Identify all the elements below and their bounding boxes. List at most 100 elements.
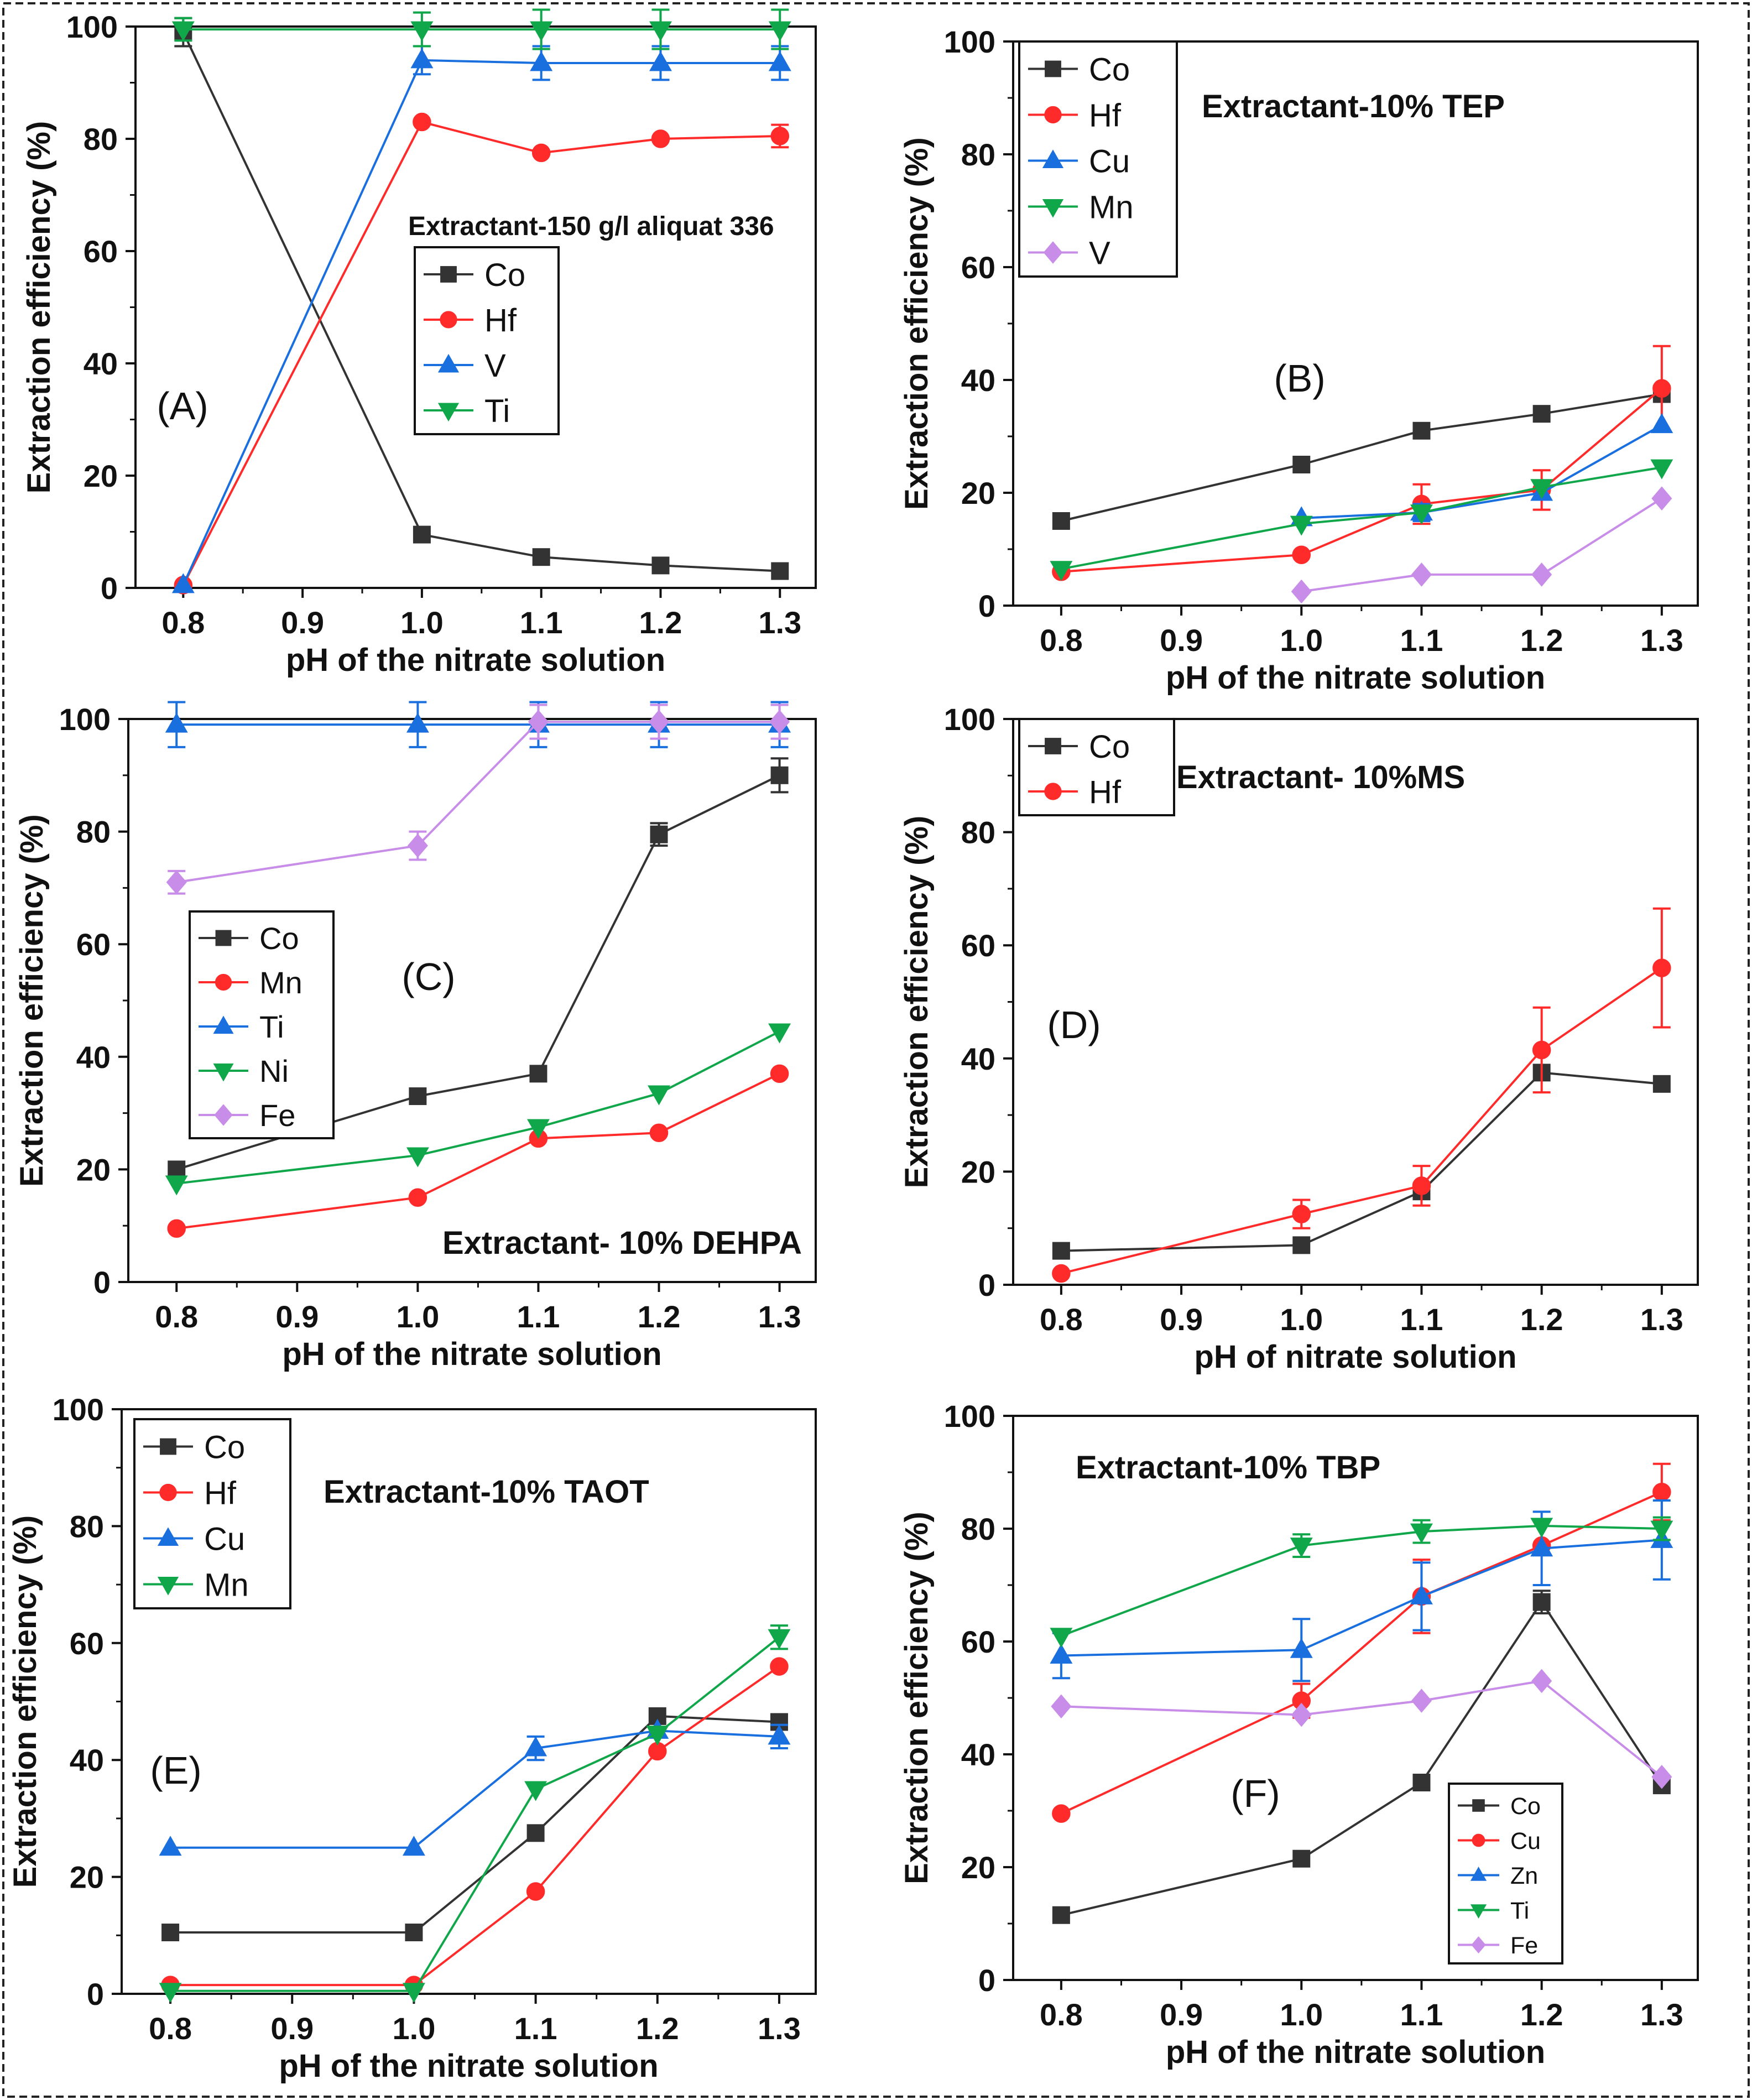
x-tick-label: 1.3: [758, 1299, 801, 1334]
x-axis-title: pH of the nitrate solution: [1166, 660, 1545, 696]
series-line: [1301, 424, 1662, 519]
x-tick-label: 0.8: [1040, 1997, 1083, 2032]
x-tick-label: 0.9: [270, 2011, 314, 2046]
data-point: [768, 51, 791, 71]
series-line: [170, 1715, 780, 1934]
legend-entry: Cu: [1510, 1828, 1541, 1854]
series-line: [170, 1729, 780, 1849]
x-tick-label: 1.1: [514, 2011, 557, 2046]
x-tick-label: 0.9: [275, 1299, 319, 1334]
legend-entry: Mn: [1089, 189, 1134, 225]
data-point: [649, 1123, 669, 1142]
data-point: [648, 1085, 670, 1106]
legend-swatch-marker: [437, 353, 460, 373]
data-point: [413, 112, 431, 132]
legend-entry: Hf: [204, 1475, 237, 1511]
y-tick-label: 60: [961, 250, 995, 285]
data-point: [1290, 1638, 1313, 1658]
data-point: [1532, 405, 1551, 423]
series-line: [1061, 387, 1663, 573]
legend-entry: Ti: [259, 1009, 284, 1044]
legend-entry: Co: [484, 257, 525, 293]
data-point: [1530, 1536, 1553, 1557]
x-tick-label: 0.9: [1160, 623, 1203, 658]
x-axis-title: pH of the nitrate solution: [1166, 2034, 1545, 2070]
x-tick-label: 1.2: [1520, 623, 1563, 658]
data-point: [165, 712, 188, 733]
data-point: [406, 712, 429, 733]
y-tick-label: 60: [961, 1624, 995, 1659]
panel-label: (D): [1047, 1003, 1101, 1046]
y-tick-label: 40: [84, 346, 118, 381]
y-tick-label: 100: [53, 1392, 104, 1427]
data-point: [530, 21, 553, 41]
data-point: [1652, 958, 1671, 977]
extractant-annotation: Extractant-150 g/l aliquat 336: [408, 212, 774, 241]
legend-entry: Mn: [204, 1567, 249, 1603]
data-point: [1292, 545, 1311, 564]
legend-swatch-marker: [1472, 1799, 1485, 1812]
series-line: [1061, 1539, 1662, 1657]
legend-entry: V: [484, 348, 506, 384]
x-tick-label: 1.3: [1640, 623, 1683, 658]
y-axis-title: Extraction efficiency (%): [7, 1515, 43, 1888]
series-line: [1061, 1524, 1662, 1637]
legend-box: [1018, 40, 1178, 278]
x-tick-label: 0.8: [1040, 1302, 1083, 1337]
data-point: [1052, 1264, 1071, 1283]
extractant-annotation: Extractant-10% TEP: [1202, 88, 1505, 124]
legend-swatch-marker: [213, 1015, 234, 1034]
legend-entry: Ti: [484, 393, 510, 429]
data-point: [1050, 561, 1073, 581]
data-point: [1410, 504, 1433, 525]
legend-swatch-marker: [157, 1527, 179, 1546]
y-tick-label: 60: [70, 1626, 104, 1661]
data-point: [1650, 1520, 1673, 1541]
chart-panel: 0 20 40 60 80 100 0.8 0.9 1.0 1.1 1.2 1.3 pH of the …: [14, 701, 817, 1372]
extractant-annotation: Extractant-10% TBP: [1076, 1450, 1380, 1486]
y-tick-label: 0: [978, 1268, 995, 1302]
legend-swatch-marker: [1470, 1867, 1487, 1881]
data-point: [1651, 1765, 1672, 1789]
y-axis-title: Extraction efficiency (%): [21, 121, 57, 494]
y-tick-label: 80: [961, 815, 995, 850]
data-point: [524, 1736, 548, 1757]
data-point: [410, 21, 434, 41]
data-point: [532, 548, 550, 566]
data-point: [651, 556, 670, 575]
x-tick-label: 1.3: [1640, 1997, 1683, 2032]
chart-panel: 0 20 40 60 80 100 0.8 0.9 1.0 1.1 1.2 1.3 pH of the …: [899, 1399, 1699, 2070]
legend-swatch-marker: [157, 1576, 179, 1596]
x-tick-label: 1.0: [1280, 1997, 1323, 2032]
legend-entry: Co: [259, 921, 299, 956]
data-point: [1412, 1774, 1431, 1791]
series-line: [176, 721, 780, 884]
legend-swatch-marker: [1471, 1936, 1486, 1953]
data-point: [409, 1087, 427, 1106]
y-tick-label: 80: [84, 122, 118, 157]
legend-entry: V: [1089, 235, 1110, 271]
x-tick-label: 0.8: [155, 1299, 198, 1334]
legend-entry: Zn: [1510, 1863, 1538, 1889]
y-tick-label: 100: [944, 702, 995, 737]
panel-label: (F): [1230, 1772, 1280, 1815]
legend-swatch-marker: [1045, 738, 1061, 754]
x-axis-title: pH of the nitrate solution: [279, 2048, 658, 2084]
legend-entry: Ti: [1510, 1898, 1529, 1924]
data-point: [167, 1219, 186, 1238]
data-point: [1052, 512, 1070, 530]
legend-entry: Hf: [1089, 774, 1122, 810]
data-point: [168, 1160, 186, 1179]
data-point: [771, 562, 789, 580]
y-tick-label: 80: [76, 815, 111, 850]
x-tick-label: 0.8: [161, 605, 205, 640]
data-point: [648, 710, 670, 734]
legend-swatch-marker: [1042, 199, 1064, 218]
legend-entry: Cu: [1089, 143, 1130, 179]
data-point: [413, 525, 431, 544]
data-point: [402, 1983, 425, 2003]
y-tick-label: 40: [961, 1041, 995, 1076]
y-tick-label: 20: [961, 1154, 995, 1189]
y-tick-label: 20: [84, 458, 118, 493]
